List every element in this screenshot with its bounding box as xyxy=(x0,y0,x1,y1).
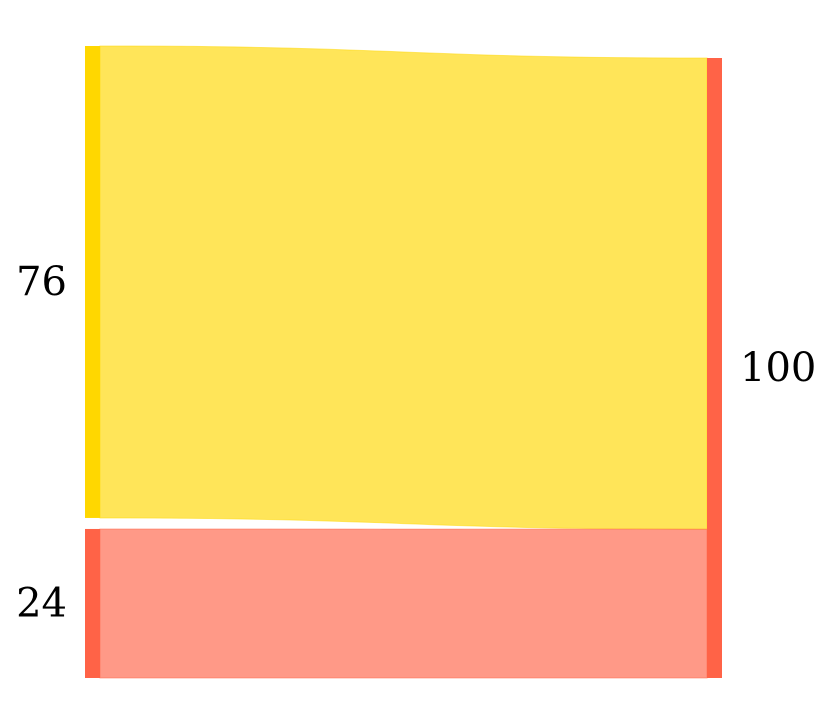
node-left-bottom xyxy=(85,528,100,678)
link-left-bottom-to-right xyxy=(99,528,708,679)
node-label-right: 100 xyxy=(740,345,816,391)
labels-layer: 76 24 100 xyxy=(16,259,816,626)
links-layer xyxy=(99,45,708,679)
node-left-top xyxy=(85,46,100,518)
node-label-left-top: 76 xyxy=(16,259,67,305)
link-left-top-to-right xyxy=(99,45,708,530)
node-label-left-bottom: 24 xyxy=(16,580,67,626)
nodes-layer xyxy=(85,46,722,678)
node-right xyxy=(707,58,722,678)
